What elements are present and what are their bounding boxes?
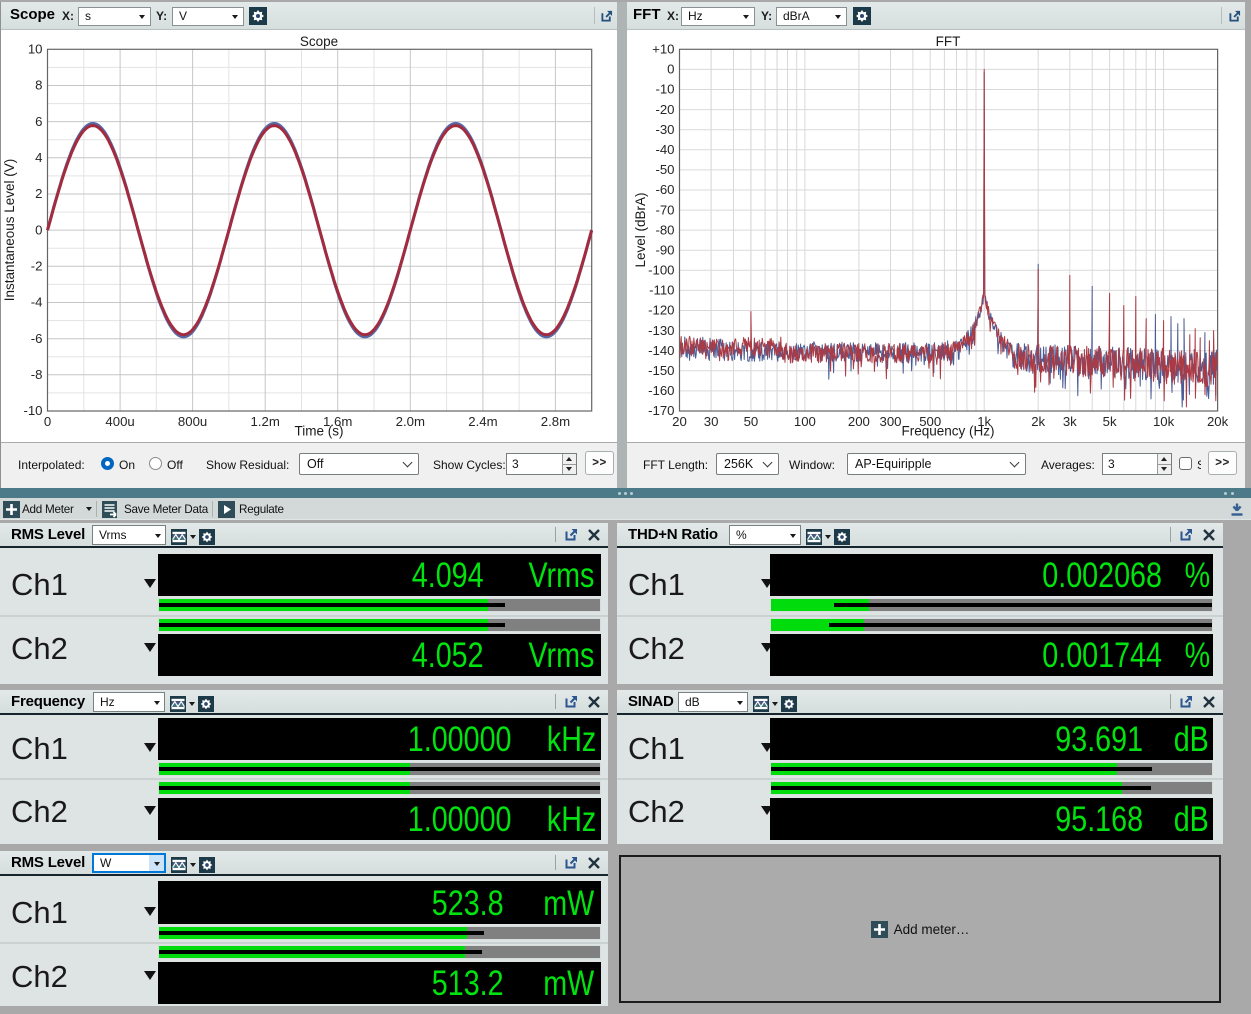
svg-text:3k: 3k xyxy=(1063,414,1077,429)
svg-text:8: 8 xyxy=(35,78,42,93)
svg-text:800u: 800u xyxy=(178,414,207,429)
svg-text:1k: 1k xyxy=(977,414,991,429)
svg-text:2.4m: 2.4m xyxy=(468,414,497,429)
svg-text:100: 100 xyxy=(794,414,816,429)
svg-text:Time (s): Time (s) xyxy=(295,424,344,439)
svg-text:400u: 400u xyxy=(105,414,134,429)
svg-text:-50: -50 xyxy=(655,162,674,177)
svg-text:Level (dBrA): Level (dBrA) xyxy=(633,192,648,267)
svg-text:2.0m: 2.0m xyxy=(396,414,425,429)
svg-text:-130: -130 xyxy=(648,323,674,338)
svg-text:300: 300 xyxy=(879,414,901,429)
svg-text:0: 0 xyxy=(35,222,42,237)
svg-text:-140: -140 xyxy=(648,343,674,358)
svg-text:-160: -160 xyxy=(648,383,674,398)
svg-text:-150: -150 xyxy=(648,363,674,378)
svg-text:-6: -6 xyxy=(31,331,43,346)
svg-text:-110: -110 xyxy=(649,283,674,298)
svg-text:200: 200 xyxy=(848,414,870,429)
svg-text:-8: -8 xyxy=(31,367,43,382)
svg-text:5k: 5k xyxy=(1103,414,1117,429)
svg-text:1.2m: 1.2m xyxy=(251,414,280,429)
svg-text:Instantaneous Level (V): Instantaneous Level (V) xyxy=(2,159,17,302)
svg-text:-40: -40 xyxy=(655,142,674,157)
svg-text:-4: -4 xyxy=(31,295,43,310)
svg-text:2: 2 xyxy=(35,186,42,201)
svg-text:20: 20 xyxy=(672,414,687,429)
svg-text:-10: -10 xyxy=(655,82,674,97)
svg-text:-100: -100 xyxy=(648,263,674,278)
svg-text:-90: -90 xyxy=(655,242,674,257)
svg-text:Scope: Scope xyxy=(300,34,338,49)
svg-text:500: 500 xyxy=(919,414,941,429)
svg-text:0: 0 xyxy=(667,62,674,77)
svg-text:30: 30 xyxy=(704,414,719,429)
svg-text:-60: -60 xyxy=(655,182,674,197)
svg-text:1.6m: 1.6m xyxy=(323,414,352,429)
svg-text:-120: -120 xyxy=(648,303,674,318)
svg-text:2k: 2k xyxy=(1031,414,1045,429)
svg-text:-2: -2 xyxy=(31,259,43,274)
svg-text:2.8m: 2.8m xyxy=(541,414,570,429)
svg-text:Frequency (Hz): Frequency (Hz) xyxy=(901,424,994,439)
svg-text:6: 6 xyxy=(35,114,42,129)
svg-text:-80: -80 xyxy=(655,222,674,237)
svg-text:FFT: FFT xyxy=(936,34,961,49)
svg-text:-30: -30 xyxy=(655,122,674,137)
svg-text:-70: -70 xyxy=(655,202,674,217)
svg-text:10k: 10k xyxy=(1153,414,1175,429)
svg-text:-170: -170 xyxy=(648,403,674,418)
svg-text:-10: -10 xyxy=(23,403,42,418)
svg-text:0: 0 xyxy=(44,414,51,429)
svg-text:-20: -20 xyxy=(655,102,674,117)
svg-text:50: 50 xyxy=(744,414,759,429)
svg-text:20k: 20k xyxy=(1207,414,1229,429)
svg-text:10: 10 xyxy=(28,42,43,57)
svg-text:+10: +10 xyxy=(652,42,674,57)
svg-text:4: 4 xyxy=(35,150,42,165)
